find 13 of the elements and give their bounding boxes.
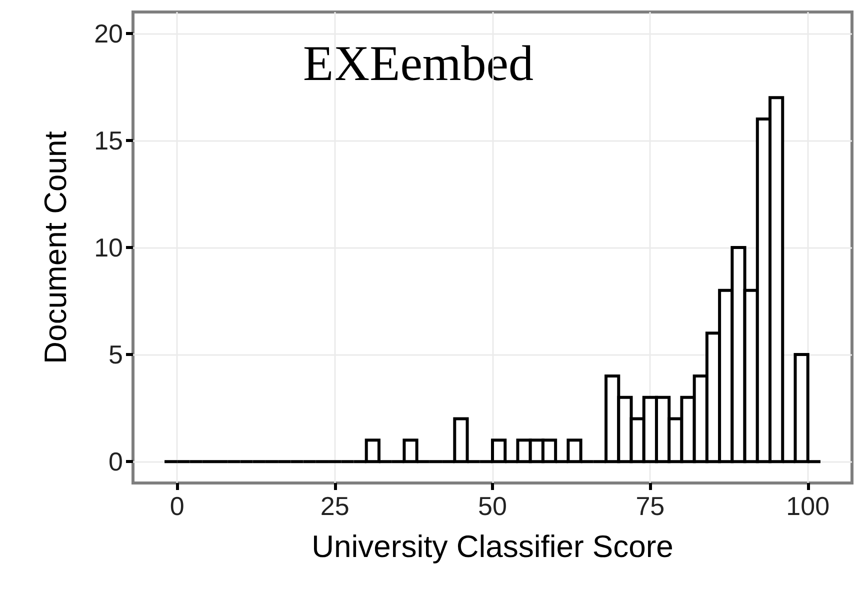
x-tick-label: 50: [478, 491, 507, 521]
y-tick-label: 0: [108, 446, 123, 477]
annotation: EXEembed: [303, 35, 534, 91]
x-tick-label: 25: [320, 491, 350, 521]
y-tick-label: 5: [108, 340, 123, 370]
y-tick-label: 10: [94, 232, 123, 262]
x-tick-label: 0: [170, 491, 184, 521]
x-tick-label: 100: [786, 491, 830, 521]
y-tick-label: 15: [94, 125, 123, 156]
x-axis-title: University Classifier Score: [312, 529, 674, 564]
y-tick-label: 20: [94, 18, 123, 48]
y-axis-title: Document Count: [38, 130, 73, 364]
x-tick-label: 75: [636, 491, 665, 521]
